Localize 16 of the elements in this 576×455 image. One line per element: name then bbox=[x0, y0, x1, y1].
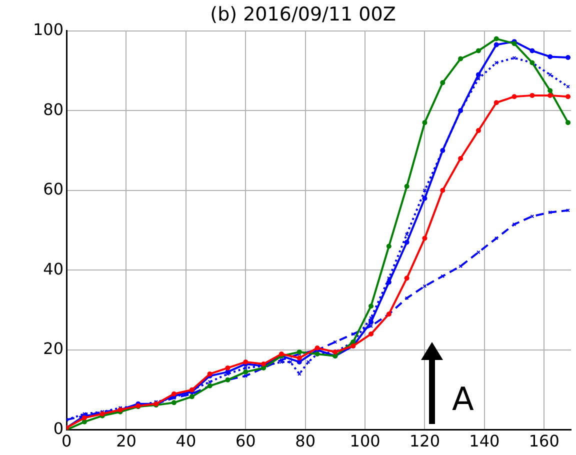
x-tick-label: 140 bbox=[469, 432, 500, 451]
y-tick-label: 0 bbox=[53, 418, 64, 438]
x-tick-label: 40 bbox=[176, 432, 196, 451]
x-tick-label: 80 bbox=[295, 432, 316, 451]
x-tick-label: 120 bbox=[409, 432, 440, 451]
chart-title: (b) 2016/09/11 00Z bbox=[210, 3, 396, 26]
y-tick-label: 40 bbox=[43, 259, 64, 278]
annotation: A bbox=[452, 380, 474, 418]
y-tick-label: 100 bbox=[32, 20, 64, 39]
x-tick-label: 60 bbox=[235, 432, 256, 451]
y-tick-label: 80 bbox=[43, 100, 64, 119]
x-tick-label: 160 bbox=[528, 432, 560, 451]
x-tick-label: 100 bbox=[350, 432, 380, 451]
y-tick-label: 60 bbox=[43, 180, 64, 199]
y-tick-label: 20 bbox=[43, 339, 64, 358]
x-tick-label: 20 bbox=[116, 432, 136, 451]
